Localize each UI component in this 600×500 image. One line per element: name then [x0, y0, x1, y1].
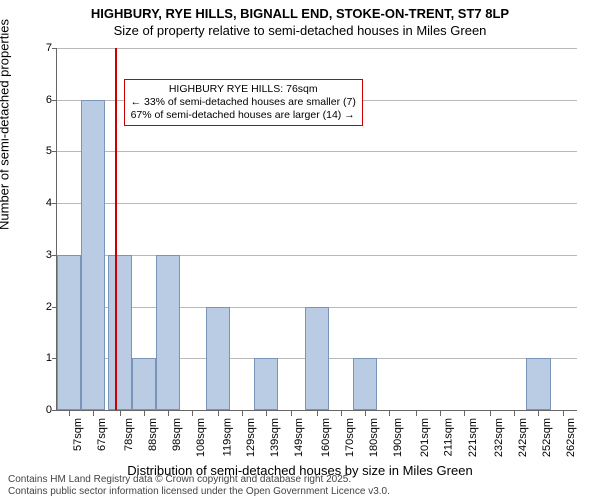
histogram-bar — [206, 307, 230, 410]
x-tick-label: 88sqm — [147, 418, 159, 451]
histogram-bar — [353, 358, 377, 410]
annotation-line: HIGHBURY RYE HILLS: 76sqm — [131, 83, 356, 96]
y-tick-label: 6 — [46, 94, 52, 106]
footer-line-1: Contains HM Land Registry data © Crown c… — [8, 474, 390, 486]
x-tick-label: 78sqm — [123, 418, 135, 451]
x-tick-label: 149sqm — [294, 418, 306, 457]
x-tick-label: 242sqm — [517, 418, 529, 457]
x-tick-label: 201sqm — [419, 418, 431, 457]
y-tick-label: 0 — [46, 404, 52, 416]
x-tick-label: 232sqm — [493, 418, 505, 457]
x-tick-label: 190sqm — [392, 418, 404, 457]
y-tick-label: 1 — [46, 352, 52, 364]
histogram-bar — [305, 307, 329, 410]
plot-area: 57sqm67sqm78sqm88sqm98sqm108sqm119sqm129… — [56, 48, 577, 411]
histogram-bar — [526, 358, 550, 410]
histogram-bar — [132, 358, 156, 410]
chart-subtitle: Size of property relative to semi-detach… — [0, 23, 600, 42]
y-tick-label: 5 — [46, 145, 52, 157]
histogram-bar — [156, 255, 180, 410]
annotation-line: 67% of semi-detached houses are larger (… — [131, 109, 356, 122]
y-tick-label: 3 — [46, 249, 52, 261]
x-tick-label: 57sqm — [72, 418, 84, 451]
footer-line-2: Contains public sector information licen… — [8, 486, 390, 498]
x-tick-label: 67sqm — [96, 418, 108, 451]
histogram-bar — [81, 100, 105, 410]
x-tick-label: 139sqm — [269, 418, 281, 457]
x-tick-label: 262sqm — [566, 418, 578, 457]
y-tick-label: 2 — [46, 301, 52, 313]
histogram-bar — [57, 255, 81, 410]
y-axis-label: Number of semi-detached properties — [0, 19, 12, 230]
x-tick-label: 170sqm — [344, 418, 356, 457]
annotation-line: ← 33% of semi-detached houses are smalle… — [131, 96, 356, 109]
histogram-bar — [254, 358, 278, 410]
x-tick-label: 252sqm — [541, 418, 553, 457]
footer-attribution: Contains HM Land Registry data © Crown c… — [8, 474, 390, 498]
x-tick-label: 180sqm — [368, 418, 380, 457]
x-tick-label: 160sqm — [320, 418, 332, 457]
x-tick-label: 119sqm — [221, 418, 233, 456]
x-tick-label: 221sqm — [467, 418, 479, 457]
y-tick-label: 7 — [46, 42, 52, 54]
x-tick-label: 211sqm — [443, 418, 455, 456]
property-marker-line — [115, 48, 117, 410]
histogram-bar — [108, 255, 132, 410]
chart-title: HIGHBURY, RYE HILLS, BIGNALL END, STOKE-… — [0, 0, 600, 23]
x-tick-label: 108sqm — [195, 418, 207, 457]
x-tick-label: 98sqm — [171, 418, 183, 451]
x-tick-label: 129sqm — [245, 418, 257, 457]
y-tick-label: 4 — [46, 197, 52, 209]
annotation-box: HIGHBURY RYE HILLS: 76sqm← 33% of semi-d… — [124, 79, 363, 126]
